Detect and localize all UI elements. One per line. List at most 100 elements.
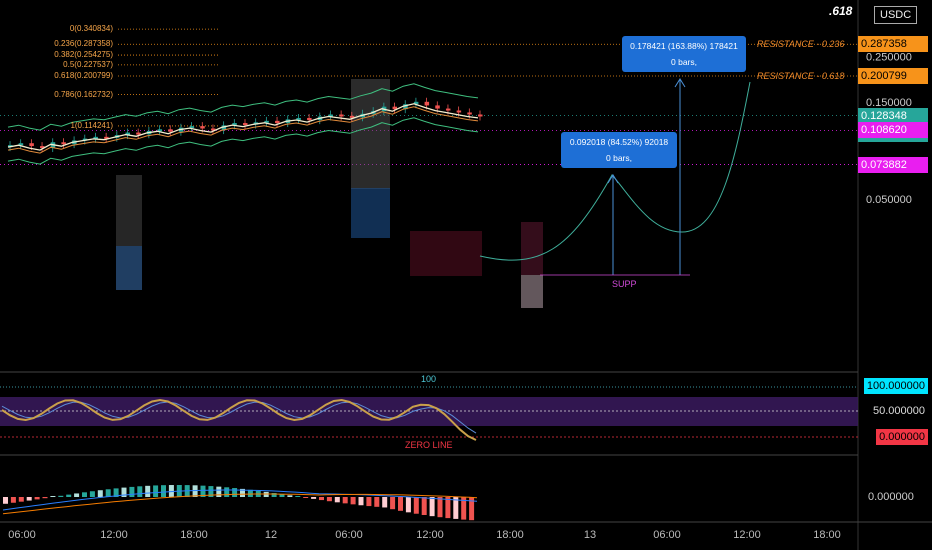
measure-callout-upper[interactable]: 0.178421 (163.88%) 178421 0 bars, (622, 36, 746, 72)
macd-histogram-bar-27 (216, 486, 222, 497)
candle-9 (104, 136, 109, 139)
macd-histogram-bar-17 (137, 486, 143, 497)
macd-histogram-bar-3 (26, 497, 32, 501)
fib-label-1: 0.236(0.287358) (54, 39, 113, 49)
callout-upper-line1: 0.178421 (163.88%) 178421 (630, 41, 738, 51)
macd-histogram-bar-28 (224, 487, 230, 497)
rsi-badge-0: 0.000000 (876, 429, 928, 445)
macd-histogram-bar-56 (445, 497, 451, 519)
candle-21 (232, 123, 237, 126)
bollinger-upper (7, 83, 479, 131)
moving-average-1 (7, 103, 479, 151)
macd-histogram-bar-40 (319, 497, 324, 501)
macd-histogram-bar-0 (3, 497, 8, 504)
bollinger-lower (7, 117, 479, 165)
macd-histogram-bar-47 (374, 497, 380, 507)
macd-histogram-bar-18 (145, 485, 151, 497)
time-label-7: 13 (583, 529, 597, 541)
candle-15 (168, 129, 173, 132)
candle-39 (424, 101, 430, 106)
macd-line (2, 489, 478, 511)
fib-label-2: 0.382(0.254275) (54, 50, 113, 60)
callout-lower-line1: 0.092018 (84.52%) 92018 (569, 137, 669, 147)
resistance-label-0: RESISTANCE - 0.236 (757, 39, 845, 50)
macd-histogram-bar-49 (390, 497, 396, 510)
macd-histogram-bar-7 (58, 495, 64, 497)
fib-label-3: 0.5(0.227537) (63, 59, 113, 69)
measure-arrowhead-upper (674, 78, 686, 88)
fib-label-4: 0.618(0.200799) (54, 70, 113, 80)
candle-3 (40, 146, 45, 149)
macd-histogram-bar-52 (413, 497, 419, 514)
rsi-badge-100: 100.000000 (863, 378, 928, 394)
price-badge-4: 0.108620 (858, 122, 928, 139)
candle-27 (296, 117, 301, 120)
candle-37 (403, 104, 408, 110)
macd-histogram-bar-6 (50, 496, 56, 497)
macd-histogram-bar-19 (153, 485, 159, 497)
range-box-1-lower (116, 246, 142, 290)
macd-histogram-bar-54 (429, 497, 435, 517)
candle-18 (200, 126, 205, 129)
macd-histogram-bar-44 (350, 497, 356, 505)
fib-label-0: 0(0.340834) (69, 24, 113, 34)
macd-histogram-bar-12 (97, 490, 103, 497)
time-label-6: 18:00 (496, 529, 524, 541)
rsi-top-label: 100 (421, 374, 437, 384)
candle-1 (18, 143, 24, 146)
macd-histogram-bar-8 (66, 494, 72, 497)
candle-25 (275, 120, 280, 124)
range-box-2-lower (351, 188, 390, 238)
candle-5 (61, 142, 66, 145)
macd-histogram-bar-26 (208, 486, 214, 497)
macd-histogram-bar-39 (311, 497, 317, 499)
macd-histogram-bar-36 (287, 495, 293, 497)
macd-signal-line (2, 493, 478, 515)
macd-histogram-bar-21 (168, 485, 174, 497)
candle-11 (125, 132, 130, 136)
corner-fib-label: .618 (829, 4, 853, 18)
rsi-line (1, 398, 477, 441)
price-badge-5: 0.073882 (858, 156, 928, 173)
macd-histogram-bar-29 (232, 488, 238, 497)
candle-38 (413, 101, 419, 105)
macd-histogram-bar-4 (34, 497, 40, 500)
fib-label-5: 0.786(0.162732) (54, 89, 113, 99)
price-tick-3: 0.050000 (866, 194, 912, 206)
macd-histogram-bar-34 (271, 492, 277, 497)
macd-histogram-bar-30 (240, 488, 245, 497)
time-label-5: 12:00 (416, 529, 444, 541)
range-box-3-lower (521, 275, 543, 308)
callout-lower-line2: 0 bars, (606, 153, 632, 163)
macd-histogram-bar-1 (10, 497, 16, 503)
candle-22 (243, 123, 248, 126)
time-label-4: 06:00 (335, 529, 363, 541)
macd-histogram-bar-58 (461, 497, 467, 520)
candle-32 (349, 115, 355, 118)
candle-19 (210, 128, 216, 131)
macd-axis-label: 0.000000 (868, 491, 914, 503)
macd-histogram-bar-16 (129, 486, 135, 497)
fib-label-6: 1(0.114241) (70, 120, 113, 130)
macd-histogram-bar-43 (342, 497, 348, 504)
time-label-2: 18:00 (180, 529, 208, 541)
macd-histogram-bar-13 (105, 489, 111, 497)
macd-histogram-bar-45 (358, 497, 364, 506)
macd-histogram-bar-31 (247, 489, 253, 497)
candle-40 (435, 105, 440, 109)
measure-callout-lower[interactable]: 0.092018 (84.52%) 92018 0 bars, (561, 132, 677, 168)
candle-31 (339, 114, 344, 117)
macd-histogram-bar-42 (334, 497, 340, 503)
candle-36 (392, 106, 398, 110)
candle-14 (157, 129, 163, 132)
macd-histogram-bar-46 (366, 497, 372, 507)
candle-44 (478, 114, 483, 117)
macd-histogram-bar-50 (398, 497, 403, 511)
candle-30 (328, 114, 333, 117)
time-label-3: 12 (264, 529, 278, 541)
macd-histogram-bar-55 (437, 497, 443, 518)
macd-histogram-bar-59 (469, 497, 475, 521)
currency-button[interactable]: USDC (874, 6, 918, 24)
macd-histogram-bar-24 (192, 485, 198, 497)
